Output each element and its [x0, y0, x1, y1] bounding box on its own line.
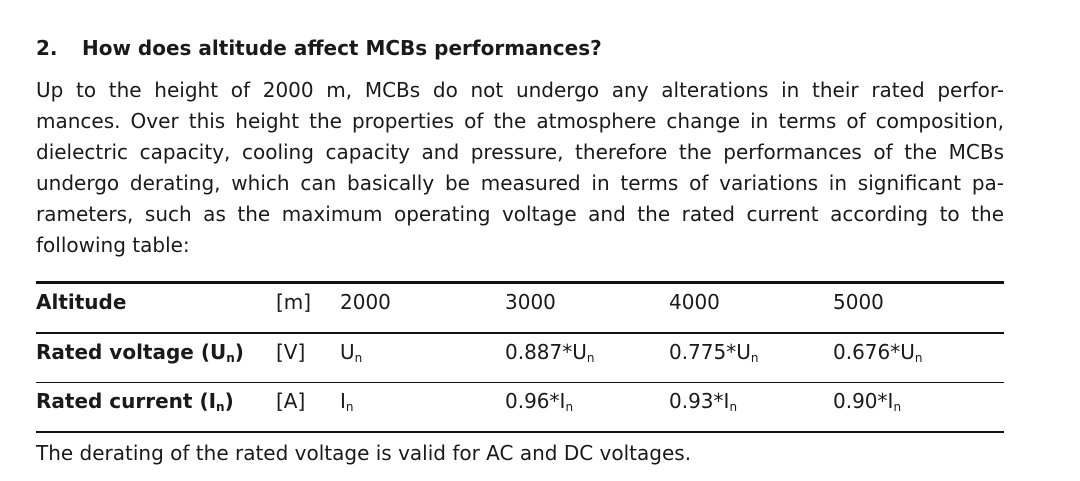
derating-table: Altitude [m] 2000 3000 4000 5000 Rated v… [36, 281, 1004, 481]
row-label: Altitude [36, 290, 127, 314]
table-note-row: The derating of the rated voltage is val… [36, 433, 1004, 481]
table-cell: 3000 [505, 290, 556, 314]
table-cell: 2000 [340, 290, 391, 314]
paragraph-line: undergo derating, which can basically be… [36, 171, 1004, 195]
table-cell: 0.93*In [669, 389, 738, 414]
row-label: Rated voltage (Un) [36, 339, 244, 365]
section-number: 2. [36, 36, 58, 60]
table-rule [36, 431, 1004, 433]
table-row-rated-current: Rated current (In) [A] In 0.96*In 0.93*I… [36, 383, 1004, 431]
table-row-altitude: Altitude [m] 2000 3000 4000 5000 [36, 284, 1004, 332]
row-unit: [m] [276, 290, 312, 314]
paragraph-line: dielectric capacity, cooling capacity an… [36, 140, 1004, 164]
table-row-rated-voltage: Rated voltage (Un) [V] Un 0.887*Un 0.775… [36, 334, 1004, 382]
table-rule [36, 332, 1004, 334]
table-cell: In [340, 389, 354, 414]
section-heading: 2. How does altitude affect MCBs performa… [36, 36, 602, 60]
table-cell: 0.775*Un [669, 339, 759, 365]
section-title: How does altitude affect MCBs performanc… [82, 36, 602, 60]
body-paragraph: Up to the height of 2000 m, MCBs do not … [36, 75, 1004, 261]
table-rule [36, 381, 1004, 383]
paragraph-line: mances. Over this height the properties … [36, 109, 1004, 133]
table-cell: 0.96*In [505, 389, 574, 414]
row-unit: [A] [276, 389, 306, 413]
table-note: The derating of the rated voltage is val… [36, 440, 692, 465]
paragraph-line: following table: [36, 233, 190, 257]
table-cell: 0.887*Un [505, 339, 595, 365]
row-label: Rated current (In) [36, 389, 234, 414]
table-cell: 0.90*In [833, 389, 902, 414]
table-cell: 0.676*Un [833, 339, 923, 365]
table-cell: Un [340, 339, 363, 365]
table-cell: 4000 [669, 290, 720, 314]
table-top-rule [36, 281, 1004, 284]
table-cell: 5000 [833, 290, 884, 314]
paragraph-line: rameters, such as the maximum operating … [36, 202, 1004, 226]
paragraph-line: Up to the height of 2000 m, MCBs do not … [36, 78, 1004, 102]
row-unit: [V] [276, 339, 306, 364]
